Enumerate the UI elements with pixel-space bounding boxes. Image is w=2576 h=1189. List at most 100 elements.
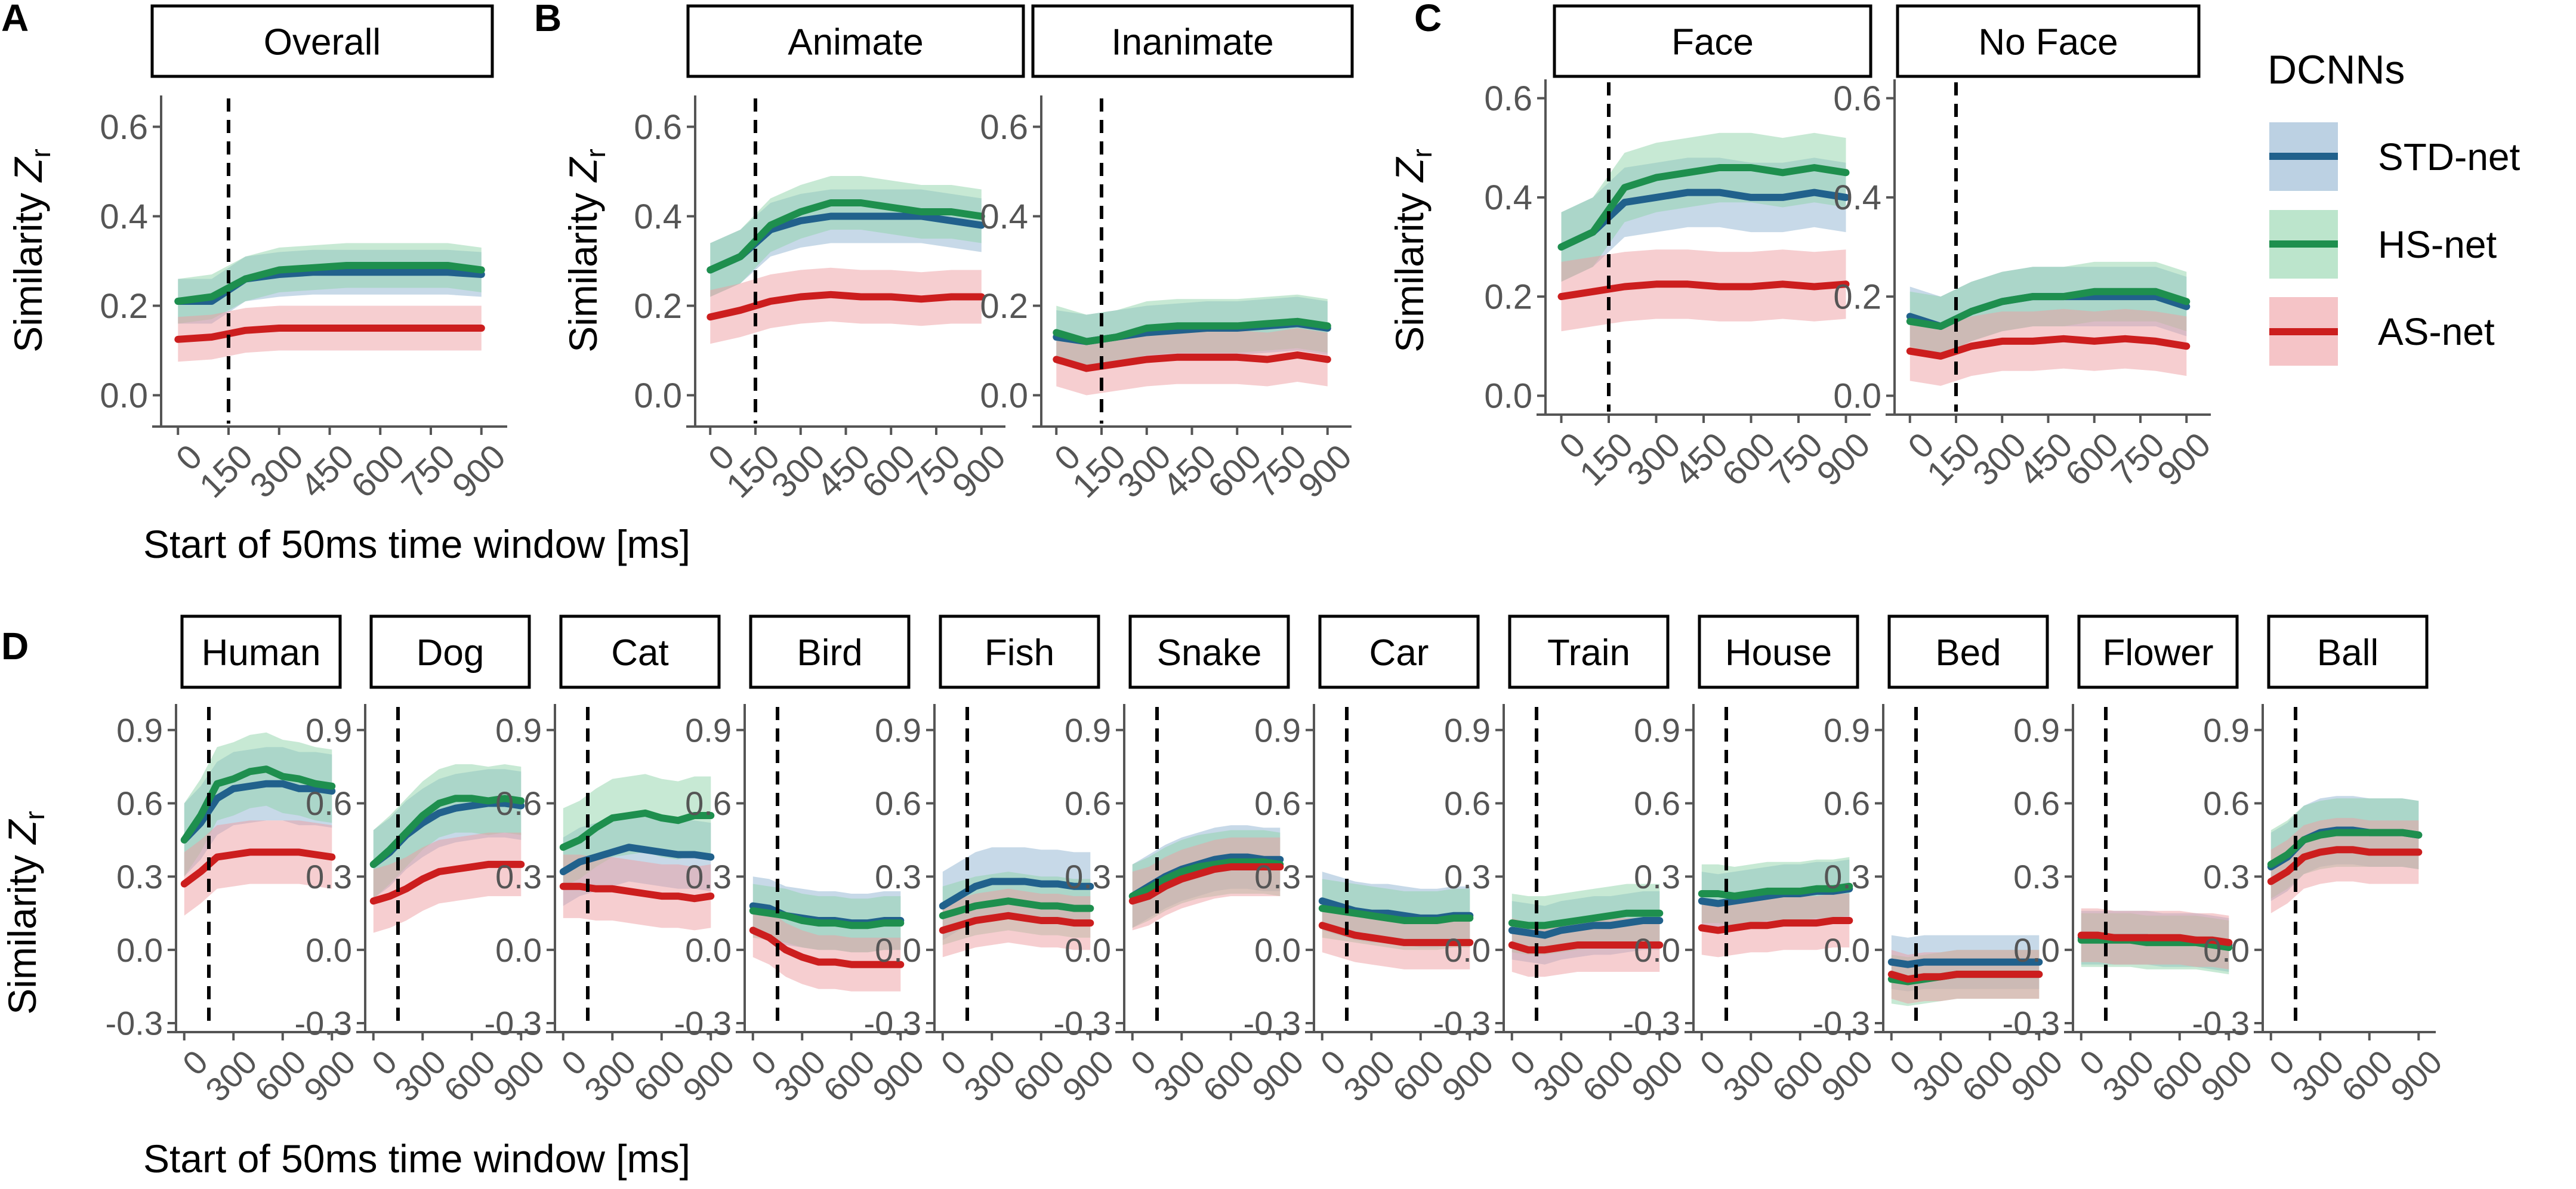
facet-strip-title: Dog	[417, 632, 485, 674]
y-tick-label: 0.6	[634, 108, 682, 147]
y-tick-label: 0.0	[1254, 931, 1301, 969]
y-tick-label: 0.9	[1444, 711, 1491, 749]
svg-text:Similarity Zr: Similarity Zr	[6, 149, 56, 353]
x-axis-title-bottom: Start of 50ms time window [ms]	[143, 1137, 690, 1181]
y-tick-label: -0.3	[1433, 1005, 1491, 1042]
y-tick-label: 0.6	[980, 108, 1028, 147]
y-axis-title-var: Z	[1387, 156, 1432, 183]
series-line-std-net	[180, 780, 336, 844]
y-tick-label: 0.9	[2203, 711, 2250, 749]
y-tick-label: 0.9	[495, 711, 542, 749]
y-axis-title-var: Z	[0, 819, 44, 845]
facet-strip	[559, 614, 721, 689]
facet-strip	[1031, 4, 1354, 78]
y-tick-label: 0.9	[306, 711, 352, 749]
series-line-as-net	[1557, 280, 1850, 301]
ci-band-as-net	[1909, 308, 2187, 386]
y-axis-title-sub: r	[580, 149, 611, 157]
facet-strip	[1318, 614, 1480, 689]
facet-strip	[1508, 614, 1670, 689]
y-tick-label: 0.6	[495, 785, 542, 822]
y-tick-label: 0.6	[2203, 785, 2250, 822]
y-tick-label: 0.6	[1833, 79, 1881, 118]
y-tick-label: 0.3	[1444, 858, 1491, 895]
facet-strip	[369, 614, 531, 689]
y-tick-label: -0.3	[2192, 1005, 2250, 1042]
series-line-hs-net	[749, 907, 905, 929]
y-tick-label: -0.3	[1244, 1005, 1301, 1042]
x-tick-label: 900	[2150, 425, 2218, 493]
series-line-hs-net	[1557, 164, 1850, 251]
facet-strip-title: Face	[1671, 21, 1754, 63]
x-tick-label: 900	[486, 1043, 552, 1109]
panel-letter-d: D	[1, 625, 29, 668]
x-tick-label: 900	[1814, 1043, 1880, 1109]
y-tick-label: 0.2	[980, 287, 1028, 326]
y-tick-label: 0.4	[1484, 178, 1532, 217]
facet-strip-title: Human	[202, 632, 321, 674]
legend-label-as-net: AS-net	[2378, 310, 2495, 353]
y-tick-label: 0.6	[685, 785, 732, 822]
y-tick-label: 0.4	[1833, 178, 1881, 217]
y-tick-label: 0.3	[306, 858, 352, 895]
y-tick-label: -0.3	[1054, 1005, 1112, 1042]
y-tick-label: 0.6	[306, 785, 352, 822]
y-tick-label: 0.9	[1254, 711, 1301, 749]
facet-strip-title: House	[1725, 632, 1832, 674]
series-line-hs-net	[174, 262, 485, 305]
y-tick-label: 0.9	[2013, 711, 2060, 749]
facet-strip-title: Fish	[985, 632, 1054, 674]
facet-strip-title: Overall	[264, 21, 381, 63]
facet-strip	[2267, 614, 2429, 689]
y-tick-label: 0.0	[495, 931, 542, 969]
y-tick-label: 0.3	[1634, 858, 1680, 895]
svg-text:Similarity Zr: Similarity Zr	[1387, 149, 1437, 353]
y-tick-label: 0.3	[1254, 858, 1301, 895]
y-tick-label: 0.4	[634, 197, 682, 236]
ci-band-as-net	[710, 267, 982, 344]
y-axis-title-d: Similarity Zr	[0, 811, 50, 1015]
x-tick-label: 900	[297, 1043, 363, 1109]
y-tick-label: 0.3	[1065, 858, 1111, 895]
y-tick-label: 0.0	[2013, 931, 2060, 969]
y-tick-label: 0.0	[100, 376, 148, 415]
x-tick-label: 900	[1809, 425, 1877, 493]
y-tick-label: 0.3	[2203, 858, 2250, 895]
y-tick-label: 0.0	[116, 931, 163, 969]
facet-strip-title: Animate	[788, 21, 923, 63]
y-tick-label: 0.3	[116, 858, 163, 895]
x-tick-label: 900	[1245, 1043, 1311, 1109]
legend-title: DCNNs	[2268, 47, 2405, 92]
y-tick-label: 0.6	[116, 785, 163, 822]
y-tick-label: -0.3	[674, 1005, 732, 1042]
ci-band-hs-net	[184, 732, 332, 877]
series-line-std-net	[1887, 958, 2043, 968]
series-line-hs-net	[2077, 936, 2233, 952]
ci-band-as-net	[1561, 249, 1846, 332]
facet-strip	[749, 614, 911, 689]
facet-strip	[2077, 614, 2239, 689]
x-tick-label: 900	[1291, 437, 1359, 505]
x-tick-label: 900	[865, 1043, 931, 1109]
series-line-as-net	[369, 860, 525, 905]
ci-band-hs-net	[710, 176, 982, 297]
facet-strip	[939, 614, 1100, 689]
x-tick-label: 900	[1055, 1043, 1121, 1109]
y-axis-title-text: Similarity	[1387, 182, 1432, 353]
facet-strip-title: Inanimate	[1111, 21, 1273, 63]
y-tick-label: -0.3	[295, 1005, 353, 1042]
y-tick-label: -0.3	[1813, 1005, 1871, 1042]
series-line-hs-net	[707, 199, 985, 274]
y-tick-label: 0.6	[1254, 785, 1301, 822]
y-axis-title-sub: r	[25, 149, 56, 157]
y-tick-label: 0.2	[634, 287, 682, 326]
facet-strip	[150, 4, 494, 78]
y-axis-title-text: Similarity	[561, 182, 605, 353]
y-tick-label: -0.3	[2003, 1005, 2060, 1042]
y-axis-title-b: Similarity Zr	[561, 149, 611, 353]
y-tick-label: 0.4	[980, 197, 1028, 236]
